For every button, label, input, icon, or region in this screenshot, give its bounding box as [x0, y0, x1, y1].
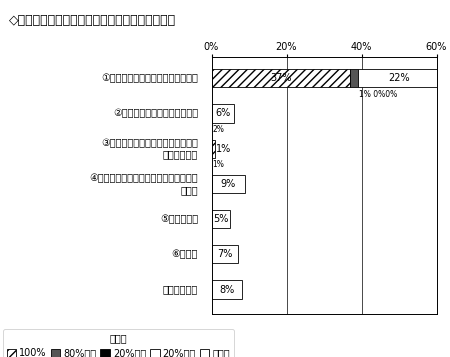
Text: 1%: 1% [212, 160, 224, 169]
Text: 8%: 8% [219, 285, 234, 295]
Legend: 100%, 80%以上, 20%以上, 20%以下, その他: 100%, 80%以上, 20%以上, 20%以下, その他 [3, 329, 234, 357]
Text: 1%: 1% [216, 144, 232, 154]
Bar [212, 210, 230, 228]
Text: ⑤わからない: ⑤わからない [160, 214, 198, 224]
Text: 6%: 6% [215, 109, 230, 119]
Text: 1% 0%0%: 1% 0%0% [359, 90, 397, 99]
Bar [212, 140, 215, 158]
Text: ④マンションで一つの独立した自治会を
　構成: ④マンションで一つの独立した自治会を 構成 [90, 173, 198, 195]
Bar [212, 280, 242, 299]
Text: ②各戸が自由に地元町会へ加入: ②各戸が自由に地元町会へ加入 [113, 109, 198, 119]
Text: 22%: 22% [388, 73, 410, 83]
Text: ①マンション全体で地元町会へ加入: ①マンション全体で地元町会へ加入 [101, 73, 198, 83]
Bar [212, 245, 238, 263]
Text: ◇町会・自治会への加入状況と加入率（江東区）: ◇町会・自治会への加入状況と加入率（江東区） [9, 14, 176, 27]
Bar [358, 69, 440, 87]
Text: 7%: 7% [217, 249, 232, 259]
Text: 2%: 2% [212, 125, 224, 134]
Text: 無回答・不明: 無回答・不明 [163, 285, 198, 295]
Text: 37%: 37% [270, 73, 292, 83]
Text: ⑥その他: ⑥その他 [171, 249, 198, 259]
Text: 5%: 5% [213, 214, 229, 224]
Bar [212, 104, 234, 122]
Bar [212, 69, 350, 87]
Bar [350, 69, 358, 87]
Bar [212, 175, 245, 193]
Text: 9%: 9% [221, 179, 236, 189]
Text: ③マンションで自治会を構成し地元
　町会に入会: ③マンションで自治会を構成し地元 町会に入会 [101, 138, 198, 160]
